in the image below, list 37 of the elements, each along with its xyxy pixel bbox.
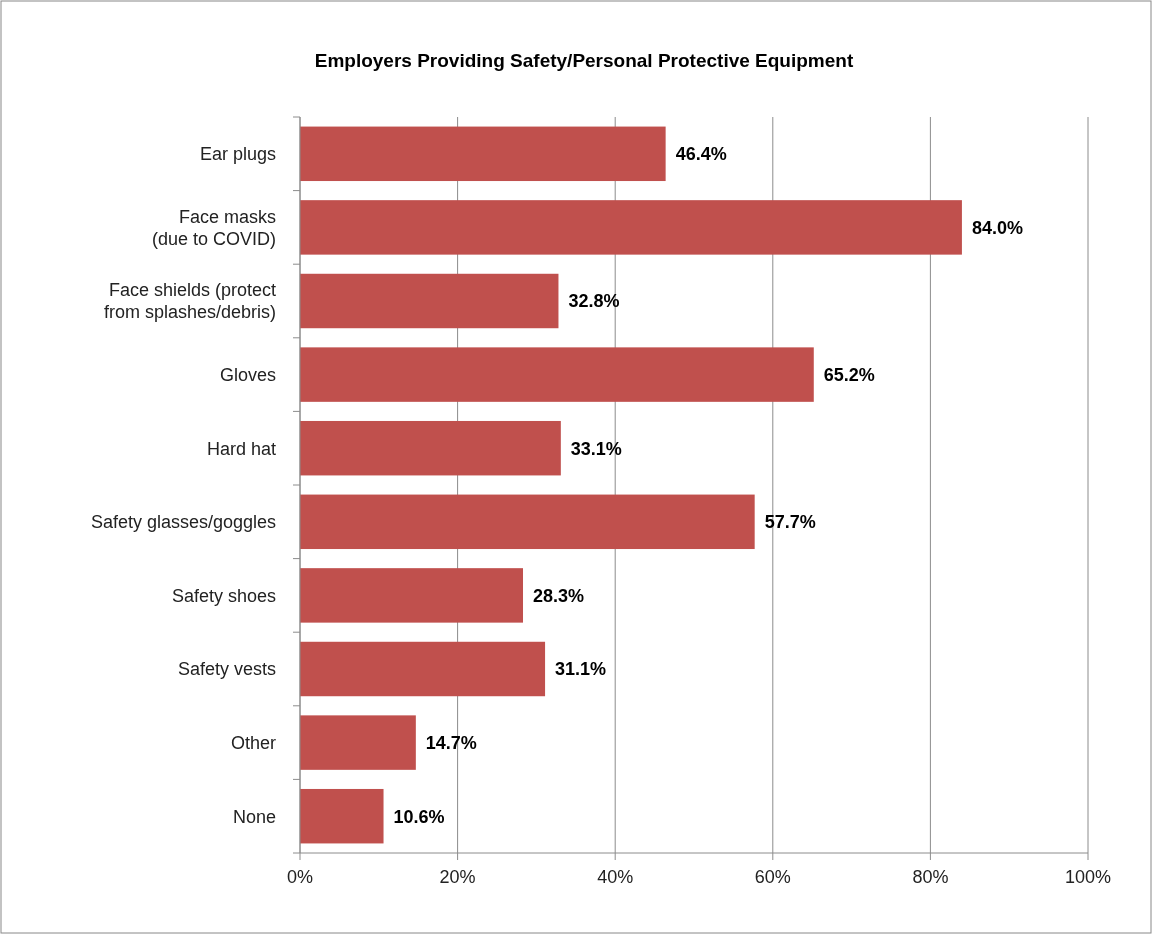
- bar: [300, 568, 523, 623]
- y-tick-label: Hard hat: [206, 438, 276, 459]
- data-label: 57.7%: [764, 512, 816, 533]
- data-label: 33.1%: [570, 438, 622, 459]
- bar: [300, 347, 814, 402]
- chart-title: Employers Providing Safety/Personal Protective Equipment: [314, 50, 854, 71]
- bar: [300, 641, 546, 697]
- data-label: 46.4%: [675, 144, 727, 165]
- bar: [300, 200, 962, 255]
- y-tick-label: Safety shoes: [171, 585, 276, 606]
- y-tick-label: Other: [230, 732, 276, 753]
- x-tick-label: 40%: [597, 867, 634, 887]
- bar: [300, 494, 755, 550]
- bar: [300, 126, 666, 182]
- data-label: 31.1%: [555, 659, 607, 680]
- data-label: 14.7%: [425, 732, 477, 753]
- bar: [300, 273, 559, 329]
- y-tick-label: Gloves: [219, 364, 276, 385]
- x-tick-label: 80%: [912, 867, 949, 887]
- y-tick-label: Safety glasses/goggles: [90, 512, 276, 533]
- y-tick-label: Safety vests: [177, 659, 276, 680]
- data-label: 10.6%: [393, 806, 445, 827]
- y-tick-label: Face shields (protect from splashes/debris): [103, 280, 276, 323]
- y-tick-label: Face masks (due to COVID): [151, 206, 276, 249]
- bar: [300, 420, 561, 476]
- data-label: 84.0%: [971, 217, 1023, 238]
- bar: [300, 715, 416, 770]
- y-tick-label: Ear plugs: [199, 144, 276, 165]
- data-label: 32.8%: [568, 291, 620, 312]
- x-tick-label: 20%: [439, 867, 476, 887]
- y-tick-label: None: [232, 806, 276, 827]
- data-label: 28.3%: [533, 585, 585, 606]
- bar: [300, 788, 384, 844]
- data-label: 65.2%: [823, 364, 875, 385]
- x-tick-label: 0%: [286, 867, 314, 887]
- x-tick-label: 60%: [754, 867, 791, 887]
- x-tick-label: 100%: [1064, 867, 1112, 887]
